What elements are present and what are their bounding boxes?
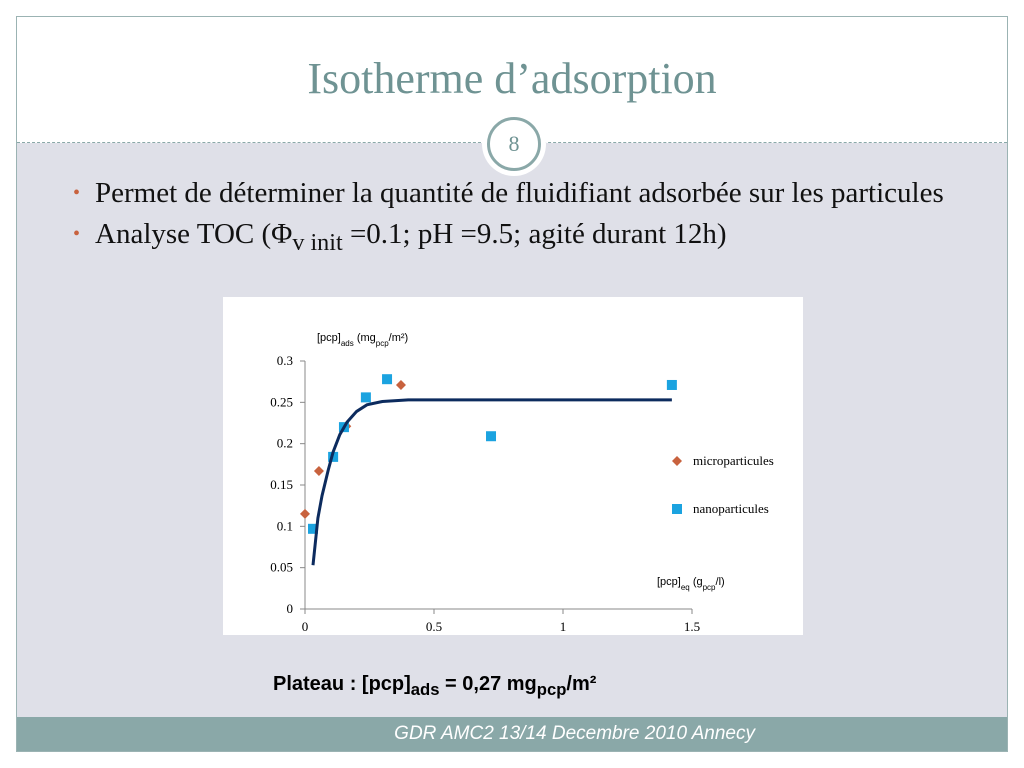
text-part: eq [681,583,690,592]
text-part: =0.1; pH =9.5; agité durant 12h) [342,218,727,250]
y-tick-label: 0.1 [277,518,293,533]
legend-marker [672,504,682,514]
text-part: [pcp] [657,576,681,588]
fit-curve [311,398,672,566]
plateau: Plateau : [pcp]ads = 0,27 mgpcp/m² [273,673,596,700]
y-tick-label: 0.05 [270,560,293,575]
point [382,374,393,385]
text-part: Analyse TOC (Φ [95,218,293,250]
point [307,523,318,534]
y-tick-label: 0 [287,601,294,616]
footer-text: GDR AMC2 13/14 Decembre 2010 Annecy [394,723,755,744]
text-part: ads [341,339,354,348]
footer: GDR AMC2 13/14 Decembre 2010 Annecy [17,717,1007,751]
text-part: v init [292,228,343,256]
y-tick-label: 0.25 [270,394,293,409]
point [300,508,310,519]
text-part: /m²) [389,332,409,344]
x-tick-label: 0.5 [426,619,442,634]
chart: 00.050.10.150.20.250.30 0.5 1 1.5[pcp]ads (… [223,297,803,635]
text-part: ads [410,680,440,699]
x-axis-label: [pcp]eq (gpcp/l) [657,576,725,592]
x-tick-label: 0 [302,619,309,634]
slide-number: 8 [487,117,541,171]
legend-label: microparticules [693,453,774,468]
point [360,392,371,403]
text-part: (mg [354,332,376,344]
x-tick-label: 1.5 [684,619,700,634]
text-part: Plateau : [pcp] [273,673,411,695]
point [486,431,497,442]
y-tick-label: 0.15 [270,477,293,492]
text-part: pcp [703,583,716,592]
point [395,379,406,390]
legend-marker [672,456,682,466]
y-tick-label: 0.3 [277,353,293,368]
point [666,379,677,390]
y-tick-label: 0.2 [277,436,293,451]
slide: Isotherme d’adsorption 8 Permet de déter… [16,16,1008,752]
text-part: [pcp] [317,332,341,344]
bullets: Permet de déterminer la quantité de flui… [73,177,973,267]
title: Isotherme d’adsorption [307,54,717,103]
y-axis-label: [pcp]ads (mgpcp/m²) [317,332,408,348]
text-part: /l) [716,576,725,588]
legend-label: nanoparticules [693,501,769,516]
bullet: Analyse TOC (Φv init =0.1; pH =9.5; agit… [73,218,973,259]
point [313,465,324,476]
text-part: (g [690,576,703,588]
text-part: Permet de déterminer la quantité de flui… [95,177,944,209]
bullet: Permet de déterminer la quantité de flui… [73,177,973,210]
x-tick-label: 1 [560,619,567,634]
chart-bg [223,297,803,635]
text-part: pcp [376,339,389,348]
text-part: pcp [536,680,567,699]
text-part: = 0,27 mg [439,673,537,695]
text-part: /m² [566,673,597,695]
